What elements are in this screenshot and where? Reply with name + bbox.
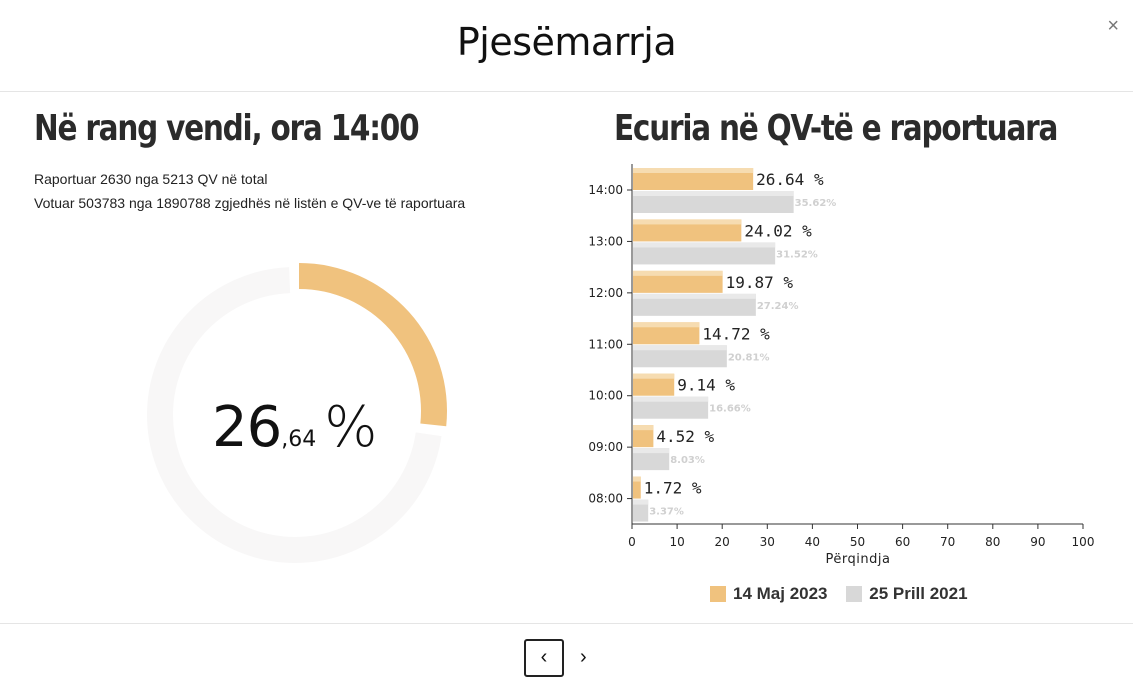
- national-turnout-title: Në rang vendi, ora 14:00: [34, 108, 420, 149]
- x-tick-label: 50: [850, 535, 865, 549]
- x-tick-label: 100: [1072, 535, 1095, 549]
- progress-title: Ecuria në QV-të e raportuara: [614, 108, 1058, 149]
- x-tick-label: 80: [985, 535, 1000, 549]
- bar-current-highlight: [633, 322, 700, 328]
- bar-previous-highlight: [633, 293, 756, 299]
- y-tick-label: 09:00: [588, 440, 623, 454]
- bar-current-highlight: [633, 476, 641, 482]
- x-tick-label: 30: [760, 535, 775, 549]
- y-tick-label: 11:00: [588, 337, 623, 351]
- voted-count-text: Votuar 503783 nga 1890788 zgjedhës në li…: [34, 195, 466, 211]
- bar-current-highlight: [633, 373, 675, 379]
- bar-previous: [633, 242, 776, 265]
- bar-current-label: 24.02 %: [744, 221, 812, 240]
- bar-previous-label: 35.62%: [795, 198, 837, 209]
- bar-previous-highlight: [633, 499, 649, 505]
- x-axis-title: Përqindja: [826, 552, 891, 567]
- y-tick-label: 14:00: [588, 183, 623, 197]
- bar-previous: [633, 396, 709, 419]
- y-tick-label: 10:00: [588, 389, 623, 403]
- x-tick-label: 20: [715, 535, 730, 549]
- percent-decimal: ,64: [281, 427, 317, 452]
- bar-current-label: 9.14 %: [677, 376, 735, 395]
- bar-current: [633, 425, 654, 448]
- x-tick-label: 60: [895, 535, 910, 549]
- bar-previous-label: 3.37%: [649, 507, 684, 518]
- turnout-donut: [146, 263, 448, 563]
- bar-previous-highlight: [633, 191, 794, 196]
- bar-current-highlight: [633, 168, 754, 173]
- bar-current-highlight: [633, 270, 723, 276]
- bar-previous-label: 16.66%: [709, 404, 751, 415]
- x-tick-label: 10: [669, 535, 684, 549]
- bar-previous: [633, 191, 794, 213]
- percent-integer: 26: [212, 395, 282, 460]
- y-tick-label: 08:00: [588, 492, 623, 506]
- bar-current: [633, 168, 754, 190]
- bar-previous: [633, 448, 670, 471]
- bar-current: [633, 270, 723, 293]
- turnout-percentage: 26,64%: [212, 395, 377, 460]
- percent-sign: %: [324, 395, 378, 460]
- previous-button[interactable]: ‹: [524, 639, 564, 677]
- close-button[interactable]: ×: [1107, 15, 1119, 37]
- chart-legend: 14 Maj 2023 25 Prill 2021: [710, 584, 982, 607]
- modal-footer: ‹ ›: [0, 623, 1133, 692]
- legend-label-current: 14 Maj 2023: [733, 584, 828, 603]
- x-tick-label: 70: [940, 535, 955, 549]
- x-tick-label: 90: [1030, 535, 1045, 549]
- bar-current-label: 26.64 %: [756, 170, 824, 189]
- next-button[interactable]: ›: [580, 646, 587, 668]
- bar-current: [633, 322, 700, 345]
- bar-previous: [633, 345, 727, 368]
- y-tick-label: 13:00: [588, 234, 623, 248]
- donut-fill: [299, 263, 448, 427]
- bar-current: [633, 373, 675, 396]
- bar-current-label: 4.52 %: [656, 427, 714, 446]
- bar-current-label: 14.72 %: [702, 324, 770, 343]
- bar-previous-highlight: [633, 242, 776, 248]
- modal-header: Pjesëmarrja ×: [0, 0, 1133, 92]
- bar-previous-highlight: [633, 448, 670, 454]
- bar-current-highlight: [633, 219, 742, 225]
- bar-previous: [633, 499, 649, 522]
- legend-swatch-current: [710, 586, 726, 602]
- legend-item-current[interactable]: 14 Maj 2023: [710, 584, 828, 604]
- modal-title: Pjesëmarrja: [456, 20, 677, 64]
- bar-previous-label: 20.81%: [728, 352, 770, 363]
- bar-current-label: 19.87 %: [726, 273, 794, 292]
- bar-previous-label: 8.03%: [670, 455, 705, 466]
- bar-current-label: 1.72 %: [644, 479, 702, 498]
- bar-current: [633, 476, 641, 499]
- reported-stations-text: Raportuar 2630 nga 5213 QV në total: [34, 171, 268, 187]
- legend-swatch-previous: [846, 586, 863, 602]
- bar-current-highlight: [633, 425, 654, 431]
- legend-label-previous: 25 Prill 2021: [869, 584, 968, 603]
- turnout-bar-chart: 0 10 20 30 40 50 60 70 80 90 100 Përqindja 14:00 26.6…: [588, 164, 1095, 567]
- bar-previous-highlight: [633, 396, 709, 402]
- x-tick-label: 40: [805, 535, 820, 549]
- bar-previous-label: 27.24%: [757, 301, 799, 312]
- bar-previous: [633, 293, 756, 316]
- bar-previous-highlight: [633, 345, 727, 351]
- y-tick-label: 12:00: [588, 286, 623, 300]
- x-tick-label: 0: [628, 535, 636, 549]
- legend-item-previous[interactable]: 25 Prill 2021: [846, 584, 968, 604]
- bar-current: [633, 219, 742, 242]
- bar-previous-label: 31.52%: [776, 249, 818, 260]
